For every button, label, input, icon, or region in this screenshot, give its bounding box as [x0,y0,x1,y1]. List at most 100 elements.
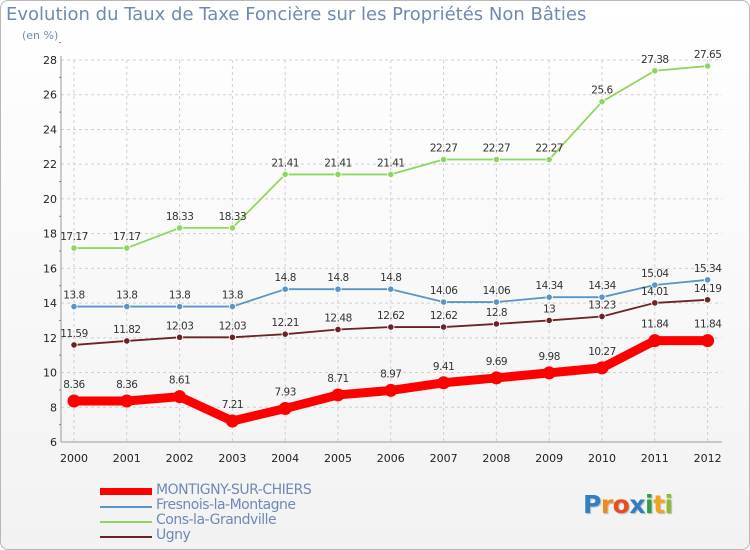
y-tick-label: 22 [43,158,57,171]
y-tick-label: 12 [43,332,57,345]
data-point [281,170,289,179]
x-tick-label: 2002 [166,452,194,465]
data-label: 27.65 [694,49,722,61]
data-point [648,334,662,348]
data-point [439,155,448,164]
data-point [228,333,236,341]
data-point [173,390,187,404]
data-label: 14.34 [535,280,563,292]
data-label: 8.97 [380,368,401,380]
data-label: 15.34 [694,263,722,275]
data-point [281,330,289,338]
x-tick-label: 2005 [324,452,352,465]
data-label: 9.69 [486,356,507,368]
data-label: 12.8 [486,307,507,319]
data-point [120,394,134,408]
data-point [334,285,342,293]
legend-label: MONTIGNY-SUR-CHIERS [156,482,312,498]
data-point [489,371,503,385]
legend-swatch [100,488,152,495]
data-label: 14.06 [483,285,511,297]
logo-letter: P [583,490,601,519]
logo-letter: r [600,490,613,519]
data-point [334,170,342,179]
data-label: 18.33 [166,211,194,223]
x-tick-label: 2001 [113,452,141,465]
series-3: 11.59 11.82 12.03 12.03 12.21 12.48 12.62 12.62… [60,283,722,349]
legend-item-ugny: Ugny [100,527,400,544]
data-point [281,285,289,293]
data-point [598,98,606,106]
y-tick-label: 20 [43,193,57,206]
data-point [598,312,606,321]
y-tick-label: 6 [50,436,57,449]
data-label: 15.04 [641,268,669,280]
data-label: 13 [543,303,555,315]
data-label: 12.62 [377,310,405,322]
data-label: 18.33 [219,211,247,223]
data-label: 10.27 [588,346,616,358]
y-tick-label: 18 [43,228,57,241]
data-point [70,302,78,311]
data-point [70,244,78,252]
data-label: 22.27 [483,142,511,154]
data-point [703,276,712,284]
legend-label: Ugny [156,527,191,543]
data-label: 9.98 [539,351,560,363]
y-tick-label: 28 [43,54,57,67]
legend-swatch [100,521,152,523]
data-label: 11.59 [60,328,88,340]
data-label: 11.82 [113,324,141,336]
data-point [228,224,236,232]
data-point [176,333,184,341]
data-label: 27.38 [641,54,669,66]
logo-letter: t [653,490,665,519]
data-label: 12.62 [430,310,458,322]
data-label: 21.41 [377,157,405,169]
y-tick-label: 24 [43,123,57,136]
data-label: 17.17 [60,231,88,243]
data-point [651,299,659,307]
series-0: 8.36 8.36 8.61 7.21 7.93 8.71 8.97 9.41 9.69 9.98… [63,319,723,428]
data-label: 12.03 [166,320,194,332]
legend-swatch [100,536,152,538]
data-label: 14.8 [380,272,401,284]
data-point [123,337,131,345]
logo-letter: x [629,490,645,519]
data-point [387,170,395,179]
data-label: 14.8 [275,272,296,284]
data-label: 14.19 [694,283,722,295]
series-1: 13.8 13.8 13.8 13.8 14.8 14.8 14.8 14.06 14.06 14… [63,263,723,311]
data-label: 7.21 [222,399,243,411]
data-point [703,62,712,70]
data-label: 8.71 [327,373,348,385]
data-point [595,361,609,375]
data-point [228,302,236,311]
x-tick-label: 2009 [535,452,563,465]
data-point [439,323,448,331]
data-label: 22.27 [430,142,458,154]
legend-item-montigny: MONTIGNY-SUR-CHIERS [100,482,400,499]
y-tick-label: 16 [43,262,57,275]
data-label: 21.41 [271,157,299,169]
y-tick-label: 8 [50,401,57,414]
data-point [651,281,659,289]
data-point [542,366,556,380]
data-label: 14.06 [430,285,458,297]
data-label: 7.93 [275,386,296,398]
data-label: 9.41 [433,361,454,373]
data-label: 13.23 [588,299,616,311]
legend: MONTIGNY-SUR-CHIERS Fresnois-la-Montagne… [100,482,400,544]
x-tick-label: 2008 [482,452,510,465]
data-label: 21.41 [324,157,352,169]
data-point [387,323,395,331]
data-label: 13.8 [169,290,190,302]
data-label: 8.36 [116,379,138,391]
data-point [651,67,659,75]
data-point [598,293,606,301]
data-point [70,341,78,349]
data-point [334,325,342,334]
logo-letter: i [664,490,674,519]
data-label: 8.61 [169,375,190,387]
